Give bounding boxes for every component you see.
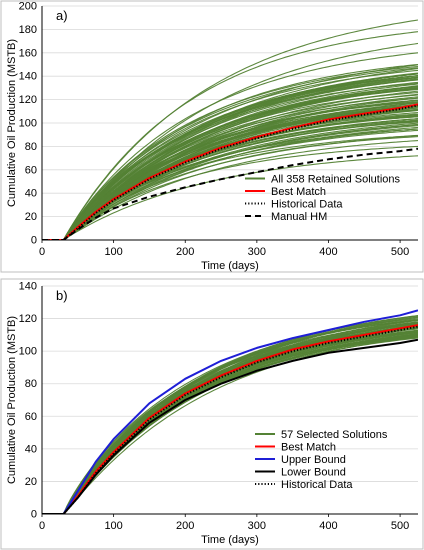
ensemble-solution-line <box>42 134 418 240</box>
y-tick-label: 60 <box>25 411 37 423</box>
ensemble-solution-line <box>42 73 418 240</box>
y-tick-label: 160 <box>19 47 37 59</box>
ensemble-solution-line <box>42 52 418 240</box>
chart-panel-1: 0 20 40 60 80 100 120 140 160 180 200 0 100 200 300 400… <box>0 0 424 273</box>
panel-label: a) <box>56 8 68 23</box>
chart-frame <box>0 278 424 550</box>
y-tick-label: 140 <box>19 71 37 83</box>
x-tick-label: 500 <box>391 246 409 258</box>
legend-label: Best Match <box>281 442 336 454</box>
ensemble-solution-line <box>42 65 418 240</box>
series-line-manual-hm <box>42 147 418 240</box>
ensemble-solution-line <box>42 99 418 240</box>
ensemble-solution-line <box>42 88 418 240</box>
x-tick-label: 300 <box>248 520 266 532</box>
x-tick-label: 100 <box>104 246 122 258</box>
y-tick-label: 40 <box>25 188 37 200</box>
panel-label: b) <box>56 288 68 303</box>
legend-label: Upper Bound <box>281 454 346 466</box>
ensemble-solution-line <box>42 106 418 240</box>
y-tick-label: 80 <box>25 141 37 153</box>
y-tick-label: 20 <box>25 476 37 488</box>
y-tick-label: 100 <box>19 346 37 358</box>
y-tick-label: 20 <box>25 211 37 223</box>
legend-label: Historical Data <box>271 199 343 211</box>
y-tick-label: 60 <box>25 164 37 176</box>
x-tick-label: 0 <box>39 520 45 532</box>
ensemble-solution-line <box>42 67 418 240</box>
legend-label: Historical Data <box>281 479 353 491</box>
x-axis-label: Time (days) <box>201 534 259 546</box>
x-tick-label: 200 <box>176 246 194 258</box>
y-tick-label: 80 <box>25 378 37 390</box>
legend-label: Manual HM <box>271 211 327 223</box>
series-line-historical-data <box>42 325 418 514</box>
y-tick-label: 200 <box>19 1 37 13</box>
y-axis-label: Cumulative Oil Production (MSTB) <box>6 39 18 207</box>
ensemble-solution-line <box>42 315 418 514</box>
plot-lines <box>42 19 418 240</box>
ensemble-solution-line <box>42 140 418 240</box>
x-tick-label: 100 <box>104 520 122 532</box>
ensemble-solution-line <box>42 319 418 514</box>
ensemble-solution-line <box>42 326 418 514</box>
ensemble-solution-line <box>42 101 418 240</box>
x-tick-label: 300 <box>248 246 266 258</box>
y-tick-label: 140 <box>19 281 37 293</box>
chart-panel-2: 0 20 40 60 80 100 120 140 0 100 200 300 400 500 Time (… <box>0 278 424 550</box>
chart-frame <box>0 0 424 273</box>
y-tick-label: 120 <box>19 94 37 106</box>
ensemble-solution-line <box>42 19 418 240</box>
ensemble-solution-line <box>42 42 418 240</box>
legend-label: All 358 Retained Solutions <box>271 174 401 186</box>
ensemble-solution-line <box>42 78 418 240</box>
y-tick-label: 180 <box>19 24 37 36</box>
ensemble-solution-line <box>42 31 418 240</box>
y-tick-label: 120 <box>19 313 37 325</box>
series-line-upper-bound <box>42 309 418 514</box>
x-tick-label: 500 <box>391 520 409 532</box>
y-tick-label: 0 <box>31 509 37 521</box>
plot-lines <box>42 309 418 514</box>
y-tick-label: 100 <box>19 118 37 130</box>
ensemble-solution-line <box>42 330 418 514</box>
x-tick-label: 0 <box>39 246 45 258</box>
legend-label: Best Match <box>271 186 326 198</box>
legend-label: 57 Selected Solutions <box>281 429 388 441</box>
legend-label: Lower Bound <box>281 467 346 479</box>
ensemble-solution-line <box>42 68 418 240</box>
series-line-best-match <box>42 103 418 240</box>
y-tick-label: 40 <box>25 443 37 455</box>
x-tick-label: 400 <box>319 246 337 258</box>
series-line-best-match <box>42 324 418 514</box>
ensemble-solution-line <box>42 126 418 240</box>
x-tick-label: 400 <box>319 520 337 532</box>
x-axis-label: Time (days) <box>201 260 259 272</box>
y-tick-label: 0 <box>31 235 37 247</box>
x-tick-label: 200 <box>176 520 194 532</box>
series-line-historical-data <box>42 104 418 240</box>
y-axis-label: Cumulative Oil Production (MSTB) <box>6 316 18 484</box>
ensemble-solution-line <box>42 92 418 240</box>
